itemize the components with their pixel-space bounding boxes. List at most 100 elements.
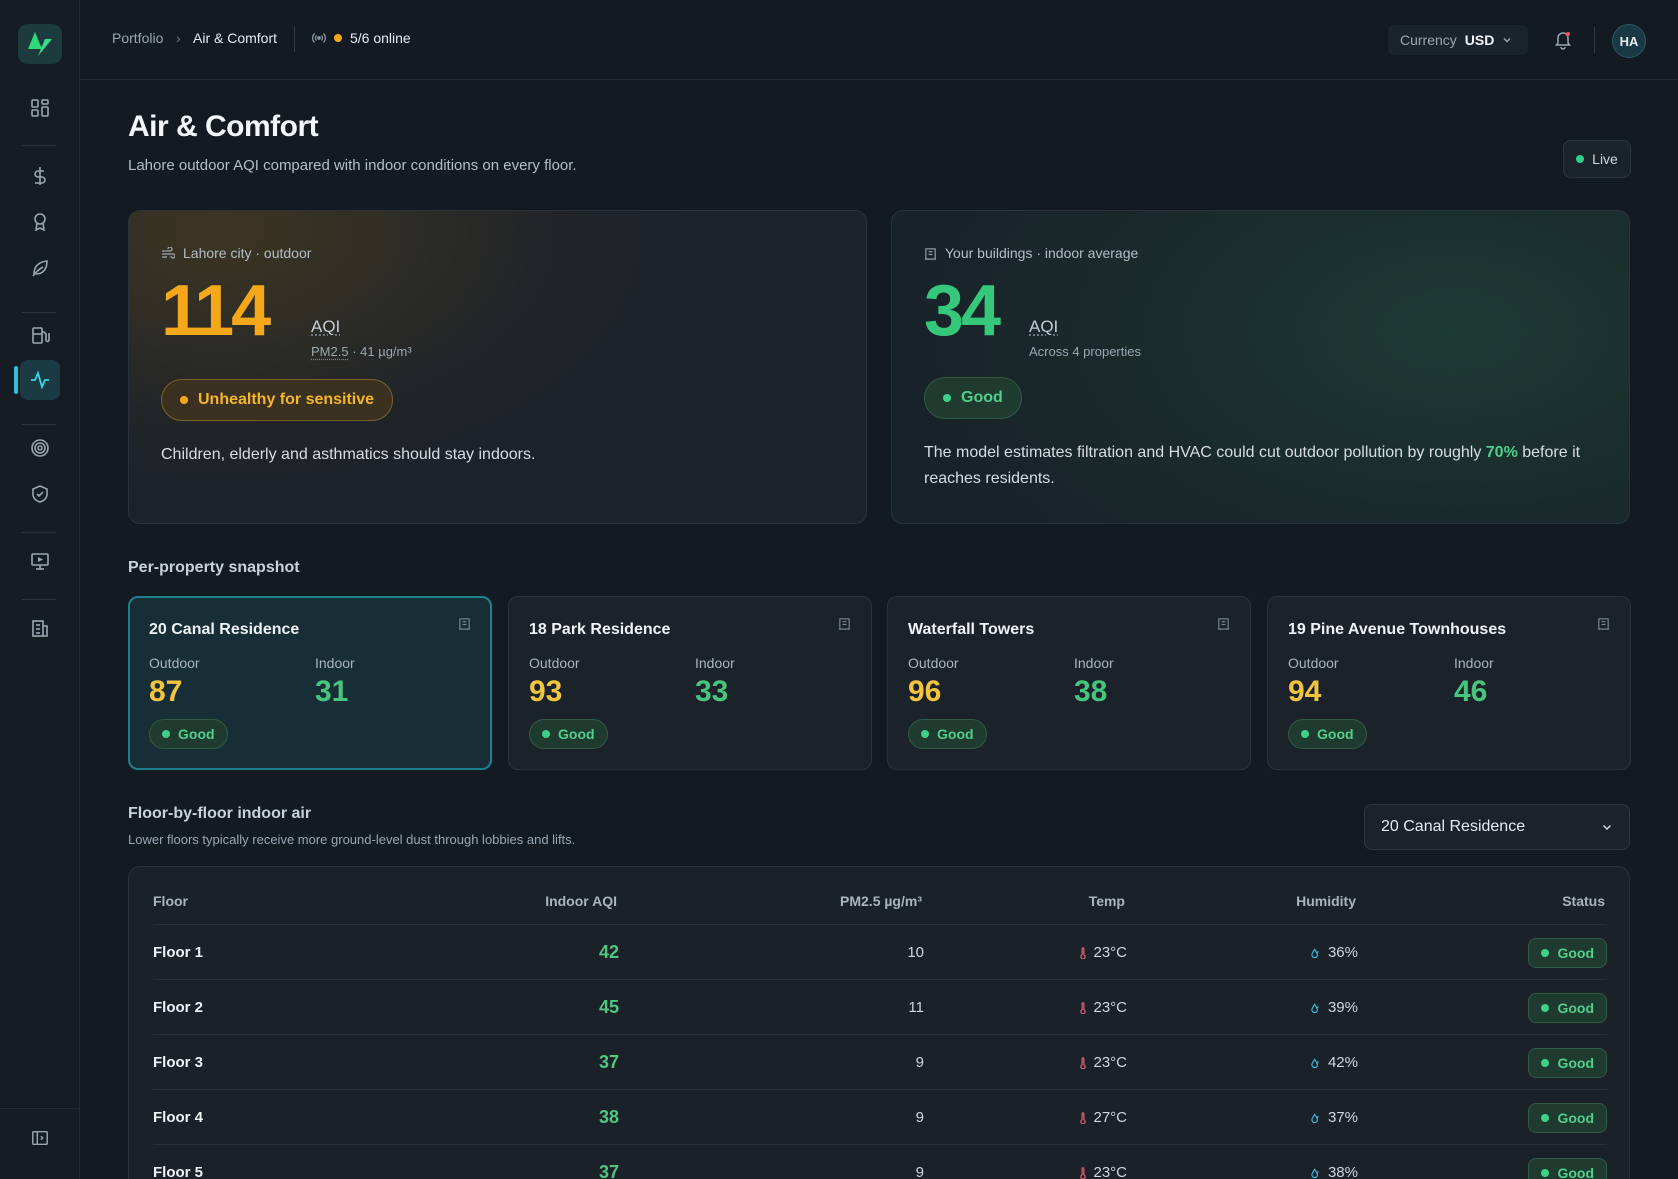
temperature: 23°C <box>1079 1035 1127 1090</box>
dollar-icon[interactable] <box>20 156 60 196</box>
outdoor-status-badge: Unhealthy for sensitive <box>161 379 393 421</box>
humidity: 39% <box>1311 980 1358 1035</box>
estimate-text-before: The model estimates filtration and HVAC … <box>924 444 1486 461</box>
outdoor-label: Outdoor <box>908 655 959 671</box>
topbar: Portfolio › Air & Comfort 5/6 online Cur… <box>80 0 1678 80</box>
building-icon[interactable] <box>20 608 60 648</box>
breadcrumb-current: Air & Comfort <box>193 30 277 46</box>
col-pm25: PM2.5 µg/m³ <box>840 893 922 909</box>
droplets-icon <box>1311 1057 1322 1069</box>
building-icon <box>458 617 471 635</box>
indoor-across: Across 4 properties <box>1029 344 1141 359</box>
thermometer-icon <box>1079 1057 1087 1069</box>
temperature-value: 23°C <box>1093 999 1127 1016</box>
fuel-icon[interactable] <box>20 315 60 355</box>
property-card[interactable]: 20 Canal Residence Outdoor Indoor 87 31 … <box>128 596 492 770</box>
status-dot <box>1301 730 1309 738</box>
table-row[interactable]: Floor 5 37 9 23°C 38% Good <box>153 1144 1607 1179</box>
status-badge: Good <box>1528 938 1607 968</box>
humidity-value: 36% <box>1328 944 1358 961</box>
nav-separator <box>22 424 56 425</box>
status-cell: Good <box>1528 1035 1607 1090</box>
temperature-value: 23°C <box>1093 944 1127 961</box>
table-row[interactable]: Floor 2 45 11 23°C 39% Good <box>153 979 1607 1034</box>
leaf-icon[interactable] <box>20 248 60 288</box>
indoor-aqi-unit: AQI <box>1029 317 1058 337</box>
table-row[interactable]: Floor 1 42 10 23°C 36% Good <box>153 924 1607 979</box>
outdoor-aqi-value: 94 <box>1288 675 1321 709</box>
outdoor-pm-reading: PM2.5 · 41 µg/m³ <box>311 344 412 359</box>
avatar[interactable]: HA <box>1612 24 1646 58</box>
floor-table: Floor Indoor AQI PM2.5 µg/m³ Temp Humidi… <box>128 866 1630 1179</box>
status-dot <box>1541 1059 1549 1067</box>
indoor-aqi-value: 34 <box>924 275 998 347</box>
humidity: 38% <box>1311 1145 1358 1179</box>
status-text: Good <box>1557 1110 1594 1126</box>
droplets-icon <box>1311 1002 1322 1014</box>
table-row[interactable]: Floor 4 38 9 27°C 37% Good <box>153 1089 1607 1144</box>
outdoor-label: Outdoor <box>529 655 580 671</box>
indoor-aqi: 45 <box>599 980 619 1035</box>
live-button[interactable]: Live <box>1563 140 1631 178</box>
page-title: Air & Comfort <box>128 110 318 144</box>
indoor-aqi-value: 33 <box>695 675 728 709</box>
building-icon <box>1217 617 1230 635</box>
status-text: Good <box>558 726 595 742</box>
status-dot <box>943 394 951 402</box>
property-name: 18 Park Residence <box>529 621 670 639</box>
temperature-value: 27°C <box>1093 1109 1127 1126</box>
breadcrumb-portfolio[interactable]: Portfolio <box>112 30 163 46</box>
humidity-value: 38% <box>1328 1164 1358 1179</box>
wind-icon <box>161 247 175 259</box>
outdoor-label: Outdoor <box>1288 655 1339 671</box>
target-icon[interactable] <box>20 428 60 468</box>
indoor-aqi-value: 31 <box>315 675 348 709</box>
pm25-value: 9 <box>916 1035 924 1090</box>
property-card[interactable]: 18 Park Residence Outdoor Indoor 93 33 G… <box>508 596 872 770</box>
table-row[interactable]: Floor 3 37 9 23°C 42% Good <box>153 1034 1607 1089</box>
droplets-icon <box>1311 947 1322 959</box>
indoor-label-text: Your buildings · indoor average <box>945 245 1138 261</box>
status-badge: Good <box>529 719 608 749</box>
humidity: 37% <box>1311 1090 1358 1145</box>
shield-check-icon[interactable] <box>20 474 60 514</box>
live-label: Live <box>1592 151 1618 167</box>
online-count: 5/6 online <box>350 30 411 46</box>
indoor-aqi: 42 <box>599 925 619 980</box>
floor-name: Floor 5 <box>153 1145 203 1179</box>
activity-icon[interactable] <box>20 360 60 400</box>
status-dot <box>542 730 550 738</box>
app-logo[interactable] <box>18 24 62 64</box>
floor-name: Floor 3 <box>153 1035 203 1090</box>
dashboard-icon[interactable] <box>20 88 60 128</box>
status-badge: Good <box>908 719 987 749</box>
logo-mark-icon <box>25 29 55 59</box>
indoor-label: Indoor <box>1074 655 1114 671</box>
panel-toggle-icon[interactable] <box>20 1118 60 1158</box>
topbar-divider <box>294 26 295 52</box>
col-indoor-aqi: Indoor AQI <box>545 893 617 909</box>
currency-selector[interactable]: Currency USD <box>1388 25 1528 55</box>
estimate-text-after: before it <box>1518 444 1580 461</box>
active-indicator <box>14 366 18 394</box>
status-badge: Good <box>1528 993 1607 1023</box>
property-card[interactable]: 19 Pine Avenue Townhouses Outdoor Indoor… <box>1267 596 1631 770</box>
status-cell: Good <box>1528 1145 1607 1179</box>
notifications-button[interactable] <box>1552 28 1576 52</box>
droplets-icon <box>1311 1112 1322 1124</box>
indoor-status-text: Good <box>961 389 1003 407</box>
nav-separator <box>22 145 56 146</box>
award-icon[interactable] <box>20 202 60 242</box>
indoor-aqi-card: Your buildings · indoor average 34 AQI A… <box>891 210 1630 524</box>
thermometer-icon <box>1079 1167 1087 1179</box>
status-text: Good <box>1317 726 1354 742</box>
chevron-down-icon <box>1502 35 1512 45</box>
estimate-percentage: 70% <box>1486 444 1518 461</box>
live-dot <box>1576 155 1584 163</box>
online-dot <box>334 34 342 42</box>
monitor-icon[interactable] <box>20 541 60 581</box>
col-floor: Floor <box>153 893 188 909</box>
bell-icon <box>1552 28 1574 50</box>
property-select[interactable]: 20 Canal Residence <box>1364 804 1630 850</box>
property-card[interactable]: Waterfall Towers Outdoor Indoor 96 38 Go… <box>887 596 1251 770</box>
